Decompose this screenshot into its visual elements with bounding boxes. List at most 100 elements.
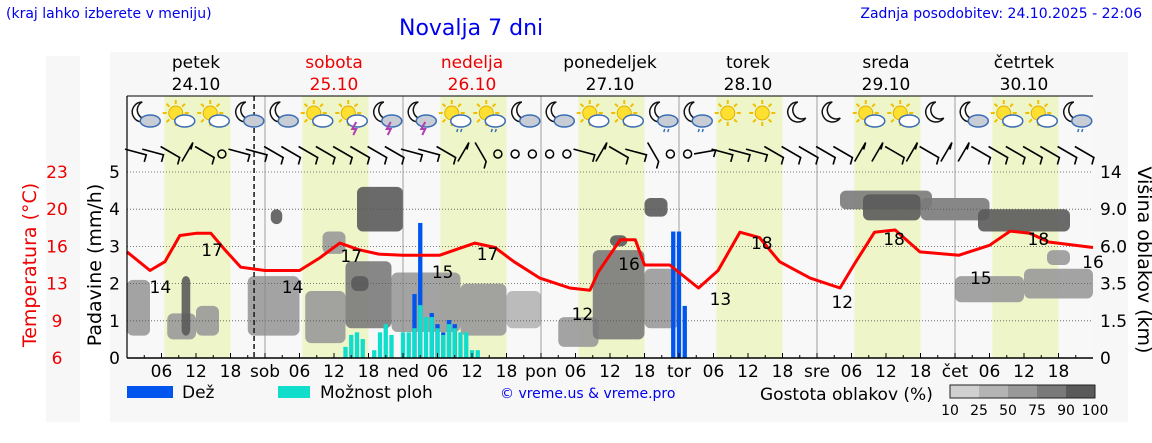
y-tick-label-precip: 0 bbox=[109, 349, 120, 369]
x-tick-label-day: tor bbox=[667, 362, 691, 382]
wind-barb-icon bbox=[1039, 145, 1061, 165]
x-tick-label: 12 bbox=[737, 362, 759, 382]
showers-bar bbox=[412, 328, 417, 358]
day-date: 30.10 bbox=[1000, 75, 1049, 95]
sun-ray bbox=[579, 103, 585, 108]
sun-ray bbox=[717, 103, 723, 108]
cloud-shape bbox=[312, 114, 334, 128]
wind-calm-icon bbox=[665, 149, 676, 159]
sun-ray bbox=[579, 118, 585, 123]
sun-cloud-icon bbox=[300, 100, 334, 128]
day-date: 28.10 bbox=[724, 75, 773, 95]
y-tick-label-precip: 1 bbox=[109, 312, 120, 332]
y-tick-label-precip: 2 bbox=[109, 275, 120, 295]
day-name: sobota bbox=[305, 53, 363, 73]
x-tick-label: 18 bbox=[772, 362, 794, 382]
cloud-shape bbox=[450, 114, 472, 128]
y-tick-label-temp: 16 bbox=[46, 237, 68, 257]
moon-icon bbox=[787, 101, 807, 123]
sun-cloud-icon bbox=[197, 100, 230, 128]
moon-cloud-icon bbox=[545, 101, 575, 128]
cloud-shape bbox=[588, 114, 610, 128]
moon-cloud-thunder-icon bbox=[407, 101, 437, 136]
rain-bar bbox=[412, 294, 417, 358]
y-tick-label-temp: 13 bbox=[46, 275, 68, 295]
cloud-shape bbox=[1036, 114, 1058, 128]
cloud-shape bbox=[657, 114, 679, 128]
day-name: četrtek bbox=[994, 53, 1055, 73]
sun-ray bbox=[905, 103, 911, 108]
rain-bar bbox=[671, 231, 676, 358]
cloud-density-tick: 90 bbox=[1057, 403, 1075, 419]
sun-ray bbox=[165, 103, 171, 108]
wind-barb-icon bbox=[332, 145, 354, 165]
location-hint[interactable]: (kraj lahko izberete v meniju) bbox=[6, 6, 212, 22]
wind-barb-icon bbox=[711, 148, 734, 163]
rain-legend-label: Dež bbox=[182, 383, 215, 403]
cloud-density-swatch bbox=[979, 385, 1008, 398]
sun-cloud-icon bbox=[852, 100, 886, 128]
rain-bar bbox=[676, 231, 682, 358]
cloud-patch bbox=[1047, 250, 1070, 265]
sun-ray bbox=[752, 118, 757, 123]
wind-barb-icon bbox=[728, 148, 751, 163]
y-tick-label-precip: 4 bbox=[109, 200, 120, 220]
sun-ray bbox=[752, 103, 757, 108]
sun-ray bbox=[476, 103, 481, 108]
temperature-label: 13 bbox=[710, 290, 732, 310]
cloud-shape bbox=[139, 114, 161, 128]
cloud-patch bbox=[196, 305, 219, 336]
cloud-shape bbox=[484, 114, 506, 128]
cloud-density-swatch bbox=[1008, 385, 1037, 398]
cloud-shape bbox=[1002, 114, 1024, 128]
day-date: 29.10 bbox=[862, 75, 911, 95]
x-tick-label: 12 bbox=[599, 362, 621, 382]
cloud-density-tick: 50 bbox=[999, 403, 1017, 419]
sun-ray bbox=[717, 118, 723, 123]
sun-disc bbox=[720, 105, 736, 121]
y-tick-label-cloud-height: 3.5 bbox=[1100, 275, 1127, 295]
cloud-patch bbox=[558, 317, 599, 347]
sun-cloud-icon bbox=[990, 100, 1024, 128]
sun-ray bbox=[338, 103, 343, 108]
y-tick-label-cloud-height: 1.5 bbox=[1100, 312, 1127, 332]
cloud-patch bbox=[305, 291, 346, 344]
cloud-shape bbox=[277, 114, 299, 128]
cloud-shape bbox=[898, 114, 920, 128]
temperature-label: 15 bbox=[970, 269, 992, 289]
sun-ray bbox=[181, 103, 186, 108]
x-tick-label: 06 bbox=[289, 362, 311, 382]
cloud-shape bbox=[208, 114, 230, 128]
y-tick-label-cloud-height: 14 bbox=[1100, 163, 1122, 183]
sun-cloud-rain-icon bbox=[473, 100, 506, 133]
sun-ray bbox=[855, 103, 861, 108]
day-date: 27.10 bbox=[586, 75, 635, 95]
sun-ray bbox=[993, 118, 999, 123]
sun-ray bbox=[441, 103, 447, 108]
temperature-label: 14 bbox=[150, 278, 172, 298]
wind-barb-icon bbox=[763, 145, 785, 165]
copyright-link: © vreme.us & vreme.pro bbox=[500, 386, 675, 402]
wind-barb-icon bbox=[160, 145, 181, 165]
x-tick-label-day: sob bbox=[250, 362, 280, 382]
wind-barb-icon bbox=[181, 142, 194, 162]
showers-legend-swatch bbox=[278, 386, 310, 398]
sun-ray bbox=[319, 103, 324, 108]
rain-legend-swatch bbox=[127, 386, 173, 398]
x-tick-label-day: sre bbox=[804, 362, 830, 382]
sun-ray bbox=[200, 118, 205, 123]
x-tick-label: 18 bbox=[496, 362, 518, 382]
sun-ray bbox=[993, 103, 999, 108]
temperature-label: 12 bbox=[572, 305, 594, 325]
sun-ray bbox=[890, 103, 895, 108]
moon-icon bbox=[821, 101, 841, 123]
temperature-label: 17 bbox=[340, 247, 362, 267]
y-tick-label-cloud-height: 9.0 bbox=[1100, 200, 1127, 220]
sun-ray bbox=[733, 103, 738, 108]
wind-barb-icon bbox=[280, 145, 302, 165]
y-tick-label-cloud-height: 6.0 bbox=[1100, 237, 1127, 257]
wind-barb-icon bbox=[349, 145, 371, 165]
wind-barb-icon bbox=[745, 148, 769, 163]
x-tick-label: 18 bbox=[220, 362, 242, 382]
cloud-patch bbox=[322, 231, 346, 254]
